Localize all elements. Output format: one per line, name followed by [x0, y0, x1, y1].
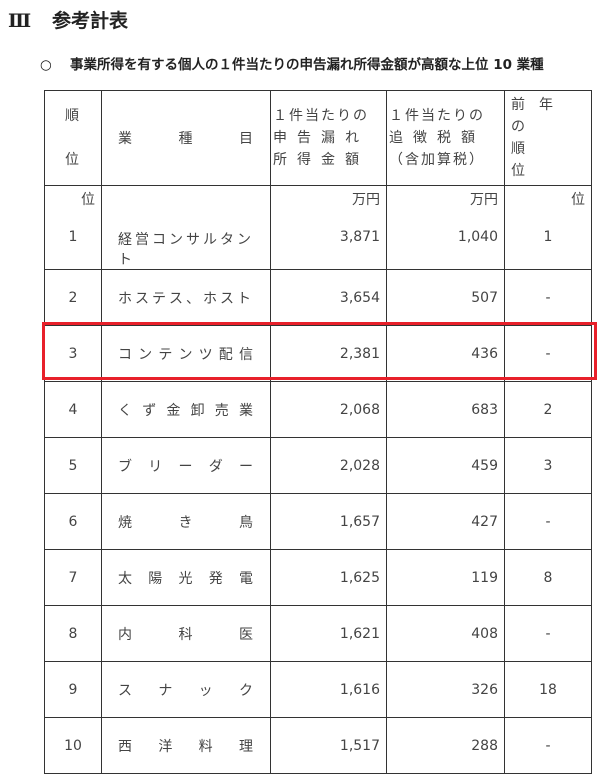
- table-row: 10 西洋料理 1,517 288-: [44, 717, 592, 774]
- table-title: ○ 事業所得を有する個人の１件当たりの申告漏れ所得金額が高額な上位 10 業種: [40, 57, 544, 73]
- header-rank: 順位: [44, 90, 102, 186]
- table-row: 5 ブリーダー 2,028 459 3: [44, 437, 592, 494]
- prev-rank-cell: 18: [504, 661, 592, 718]
- header-row: 順位 業種目 １件当たりの 申告漏れ 所得金額 １件当たりの 追徴税額 （含加算税） 前…: [44, 90, 592, 186]
- tax-cell: 119: [386, 549, 505, 606]
- table-row: 4 くず金卸売業 2,068 683 2: [44, 381, 592, 438]
- industry-name: コンテンツ配信: [118, 346, 254, 363]
- income-cell: 1,517: [270, 717, 387, 774]
- highlight-box: [42, 322, 597, 380]
- prev-rank-cell: 2: [504, 381, 592, 438]
- tax-cell: 436: [386, 325, 505, 382]
- income-cell: 1,625: [270, 549, 387, 606]
- table-row: 2 ホステス、ホスト 3,654 507-: [44, 269, 592, 326]
- industry-cell: ホステス、ホスト: [101, 269, 271, 326]
- tax-cell: 408: [386, 605, 505, 662]
- table-row: 3 コンテンツ配信 2,381 436-: [44, 325, 592, 382]
- industry-cell: 西洋料理: [101, 717, 271, 774]
- ranking-table: 順位 業種目 １件当たりの 申告漏れ 所得金額 １件当たりの 追徴税額 （含加算税） 前…: [44, 90, 592, 774]
- income-cell: 1,657: [270, 493, 387, 550]
- industry-cell: 焼き鳥: [101, 493, 271, 550]
- header-income: １件当たりの 申告漏れ 所得金額: [270, 90, 387, 186]
- tax-cell: 459: [386, 437, 505, 494]
- income-cell: 2,381: [270, 325, 387, 382]
- prev-rank-cell: -: [504, 605, 592, 662]
- prev-rank-cell: -: [504, 717, 592, 774]
- table-row: 9 スナック 1,616 326 18: [44, 661, 592, 718]
- industry-name: ブリーダー: [118, 458, 254, 475]
- industry-name: 内科医: [118, 626, 254, 643]
- table-row: 位 1 経営コンサルタント 万円 3,871 万円 1,040 位 1: [44, 185, 592, 270]
- header-industry: 業種目: [101, 90, 271, 186]
- industry-name: スナック: [118, 682, 254, 699]
- table-row: 8 内科医 1,621 408-: [44, 605, 592, 662]
- rank-cell: 4: [44, 381, 102, 438]
- tax-cell: 683: [386, 381, 505, 438]
- rank-cell: 7: [44, 549, 102, 606]
- income-cell: 1,616: [270, 661, 387, 718]
- tax-cell: 万円 1,040: [386, 185, 505, 270]
- rank-cell: 3: [44, 325, 102, 382]
- income-cell: 1,621: [270, 605, 387, 662]
- income-cell: 3,654: [270, 269, 387, 326]
- income-cell: 2,068: [270, 381, 387, 438]
- industry-cell: ブリーダー: [101, 437, 271, 494]
- table-row: 6 焼き鳥 1,657 427-: [44, 493, 592, 550]
- rank-cell: 10: [44, 717, 102, 774]
- rank-cell: 9: [44, 661, 102, 718]
- tax-cell: 288: [386, 717, 505, 774]
- rank-cell: 6: [44, 493, 102, 550]
- industry-name: 焼き鳥: [118, 514, 254, 531]
- industry-cell: スナック: [101, 661, 271, 718]
- income-cell: 2,028: [270, 437, 387, 494]
- tax-cell: 326: [386, 661, 505, 718]
- rank-cell: 2: [44, 269, 102, 326]
- prev-rank-cell: 8: [504, 549, 592, 606]
- unit-label: 位: [571, 192, 585, 208]
- industry-cell: 経営コンサルタント: [101, 185, 271, 270]
- rank-cell: 8: [44, 605, 102, 662]
- header-tax: １件当たりの 追徴税額 （含加算税）: [386, 90, 505, 186]
- prev-rank-cell: -: [504, 269, 592, 326]
- section-heading: Ⅲ 参考計表: [8, 10, 129, 32]
- income-cell: 万円 3,871: [270, 185, 387, 270]
- industry-cell: くず金卸売業: [101, 381, 271, 438]
- industry-cell: 太陽光発電: [101, 549, 271, 606]
- tax-cell: 427: [386, 493, 505, 550]
- industry-name: くず金卸売業: [118, 402, 254, 419]
- unit-label: 万円: [470, 192, 498, 208]
- rank-cell: 5: [44, 437, 102, 494]
- unit-label: 万円: [352, 192, 380, 208]
- header-prev-rank: 前年の 順位: [504, 90, 592, 186]
- prev-rank-cell: 3: [504, 437, 592, 494]
- tax-cell: 507: [386, 269, 505, 326]
- industry-name: 太陽光発電: [118, 570, 254, 587]
- industry-name: 西洋料理: [118, 738, 254, 755]
- prev-rank-cell: -: [504, 493, 592, 550]
- unit-label: 位: [81, 192, 95, 208]
- table-row: 7 太陽光発電 1,625 119 8: [44, 549, 592, 606]
- industry-cell: 内科医: [101, 605, 271, 662]
